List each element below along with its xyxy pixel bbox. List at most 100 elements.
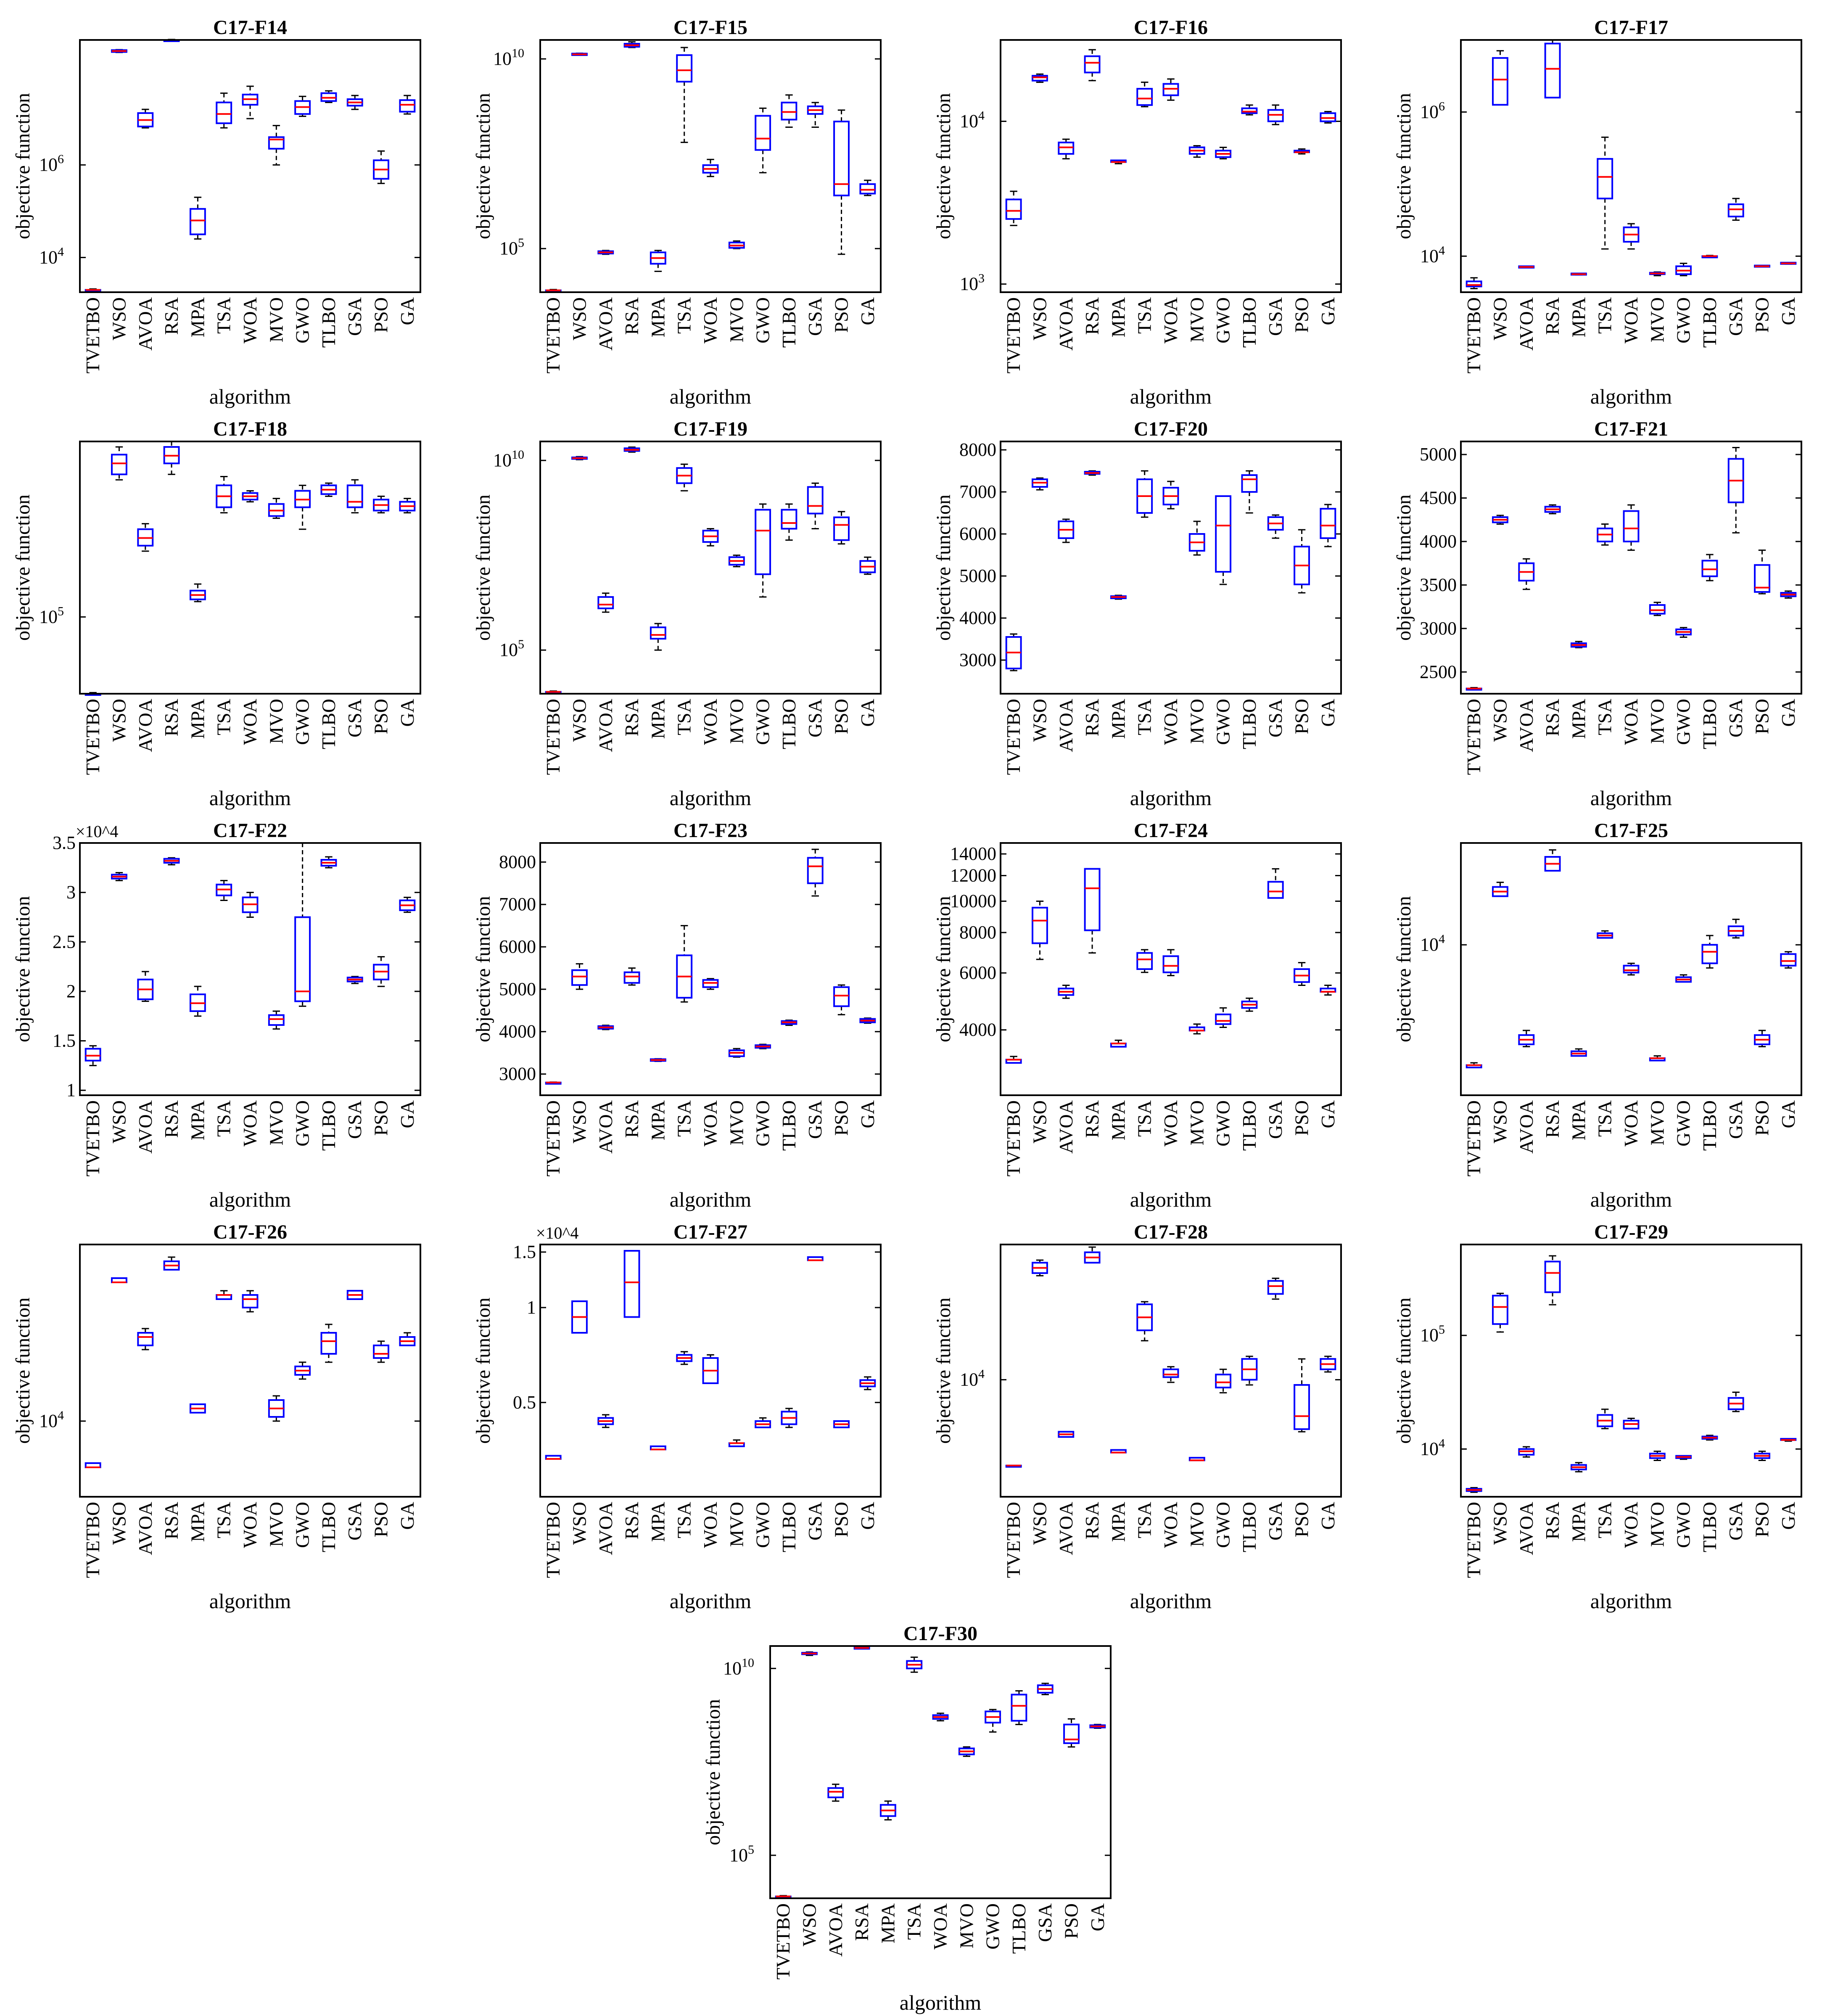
y-tick-label: 8000 — [959, 922, 996, 943]
box-woa — [1623, 223, 1640, 250]
x-tick-label: GWO — [1673, 297, 1694, 343]
x-tick-label: MPA — [647, 699, 668, 739]
box-tsa — [676, 1351, 693, 1365]
box-ga — [399, 498, 416, 514]
x-tick-label: GSA — [1265, 699, 1286, 737]
y-tick-label: 105 — [499, 236, 524, 259]
x-tick-label: TSA — [1594, 1502, 1616, 1538]
subplot-c17-f30: C17-F30 105 1010 TVETBO WSO AVOA RSA MPA TSA WOA M… — [702, 1622, 1112, 2014]
x-tick-label: WOA — [1620, 1502, 1642, 1548]
x-tick-label: MPA — [1107, 297, 1129, 337]
y-axis-label: objective function — [12, 1297, 34, 1444]
y-axis-label: objective function — [472, 896, 494, 1042]
box-iqr — [807, 486, 824, 515]
y-tick-label: 3000 — [959, 650, 996, 670]
x-tick-label: GWO — [1212, 1100, 1234, 1147]
x-tick-label: WSO — [108, 1100, 129, 1143]
x-tick-label: MPA — [1568, 1502, 1589, 1542]
chart-title: C17-F28 — [1134, 1221, 1208, 1243]
chart-title: C17-F22 — [213, 819, 287, 842]
box-gsa — [1727, 1391, 1744, 1412]
box-tsa — [676, 463, 693, 491]
x-tick-label: TLBO — [1238, 297, 1260, 348]
x-tick-label: GWO — [752, 699, 774, 745]
x-tick-label: TSA — [213, 1100, 235, 1137]
box-woa — [702, 1354, 719, 1384]
x-axis-label: algorithm — [209, 1589, 291, 1613]
x-tick-label: TLBO — [318, 1502, 339, 1552]
box-gsa — [1727, 919, 1744, 939]
box-tlbo — [1011, 1690, 1027, 1725]
x-tick-label: GWO — [1212, 1502, 1234, 1548]
box-wso — [1492, 1292, 1508, 1333]
box-ga — [1320, 504, 1336, 547]
box-iqr — [242, 1294, 259, 1308]
y-tick-label: 3.5 — [53, 832, 76, 853]
y-tick-label: 3500 — [1420, 574, 1457, 595]
chart-title: C17-F27 — [673, 1221, 747, 1243]
x-tick-label: GSA — [804, 1502, 826, 1540]
x-tick-label: GA — [857, 1502, 878, 1530]
box-iqr — [1084, 868, 1101, 931]
x-tick-label: MVO — [265, 297, 287, 342]
x-tick-label: RSA — [1542, 699, 1563, 736]
x-tick-label: AVOA — [1055, 1502, 1077, 1555]
x-tick-label: MPA — [647, 1502, 668, 1542]
x-tick-label: WSO — [108, 1502, 129, 1545]
plot-frame — [1460, 1244, 1802, 1498]
x-tick-label: GA — [1317, 699, 1339, 727]
box-iqr — [399, 99, 416, 113]
x-tick-label: TLBO — [1238, 699, 1260, 749]
y-tick-label: 106 — [1420, 99, 1445, 122]
x-tick-label: AVOA — [1055, 699, 1077, 752]
subplot-c17-f17: C17-F17 104 106 TVETBO WSO AVOA RSA MPA TSA WOA MV… — [1393, 16, 1802, 408]
box-rsa — [623, 447, 640, 453]
x-tick-label: MVO — [265, 1100, 287, 1145]
x-tick-label: PSO — [370, 1502, 392, 1537]
box-avoa — [1058, 984, 1075, 999]
chart-title: C17-F14 — [213, 16, 287, 39]
box-gwo — [1215, 1007, 1232, 1028]
box-tvetbo — [84, 1045, 101, 1066]
box-gsa — [807, 848, 824, 897]
box-gsa — [1727, 447, 1744, 534]
box-iqr — [268, 1014, 285, 1026]
x-tick-label: WSO — [1029, 1100, 1050, 1143]
y-axis-label: objective function — [472, 93, 494, 239]
box-wso — [111, 49, 127, 53]
box-mpa — [650, 1445, 666, 1451]
box-iqr — [1544, 1260, 1561, 1293]
x-tick-label: RSA — [851, 1903, 872, 1941]
box-iqr — [1267, 881, 1284, 899]
box-pso — [833, 109, 850, 255]
x-tick-label: GA — [396, 297, 418, 325]
box-tlbo — [320, 482, 337, 497]
box-gwo — [294, 1361, 311, 1380]
x-tick-label: GWO — [1673, 1100, 1694, 1147]
box-gwo — [1215, 146, 1232, 160]
x-axis-label: algorithm — [670, 1589, 752, 1613]
box-mpa — [1110, 1449, 1127, 1453]
box-iqr — [833, 120, 850, 196]
y-tick-label: 1010 — [493, 448, 524, 470]
box-mpa — [189, 1403, 206, 1414]
box-wso — [1492, 882, 1508, 897]
x-tick-label: TSA — [673, 1502, 695, 1538]
chart-title: C17-F18 — [213, 418, 287, 440]
y-axis-label: objective function — [472, 494, 494, 641]
x-tick-label: MPA — [187, 1502, 208, 1542]
box-mvo — [268, 125, 285, 166]
x-tick-label: WOA — [700, 699, 721, 745]
x-tick-label: RSA — [161, 699, 182, 736]
box-tlbo — [1241, 104, 1258, 116]
x-tick-label: GSA — [344, 1502, 365, 1540]
box-avoa — [1518, 1446, 1535, 1458]
x-tick-label: PSO — [1751, 699, 1773, 734]
box-gsa — [346, 976, 363, 984]
box-avoa — [597, 1414, 614, 1428]
x-tick-label: TSA — [1134, 1100, 1155, 1137]
x-tick-label: RSA — [1081, 1100, 1103, 1138]
box-pso — [1754, 550, 1770, 594]
box-wso — [111, 446, 127, 481]
